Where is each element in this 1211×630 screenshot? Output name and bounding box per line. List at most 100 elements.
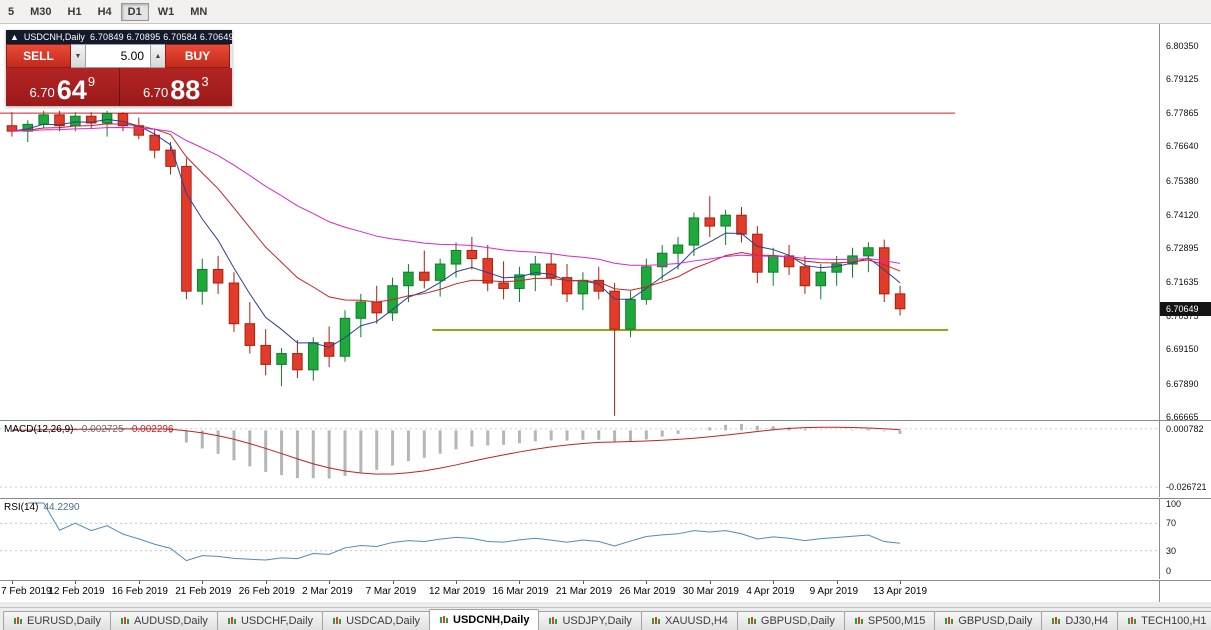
chart-icon [120, 617, 129, 624]
ohlc-values: 6.70849 6.70895 6.70584 6.70649 [89, 32, 234, 42]
chart-tab-gbpusd-daily[interactable]: GBPUSD,Daily [934, 611, 1043, 630]
rsi-scale-label: 100 [1166, 499, 1182, 509]
price-scale-label: 6.79125 [1166, 73, 1199, 84]
candle-body [625, 298, 636, 330]
candle-body [894, 293, 906, 310]
chart-tab-label: EURUSD,Daily [27, 615, 101, 627]
chart-tab-eurusd-daily[interactable]: EURUSD,Daily [3, 611, 111, 630]
date-tick [836, 581, 838, 584]
chart-tab-label: USDCAD,Daily [346, 615, 421, 627]
macd-scale[interactable]: 0.000782 -0.026721 [1159, 421, 1211, 497]
date-tick [75, 581, 77, 584]
sell-price-prefix: 6.70 [29, 85, 55, 100]
chart-tab-usdjpy-daily[interactable]: USDJPY,Daily [538, 611, 642, 630]
trade-buttons-row: SELL ▼ ▲ BUY [6, 44, 232, 68]
chart-tab-label: SP500,M15 [867, 615, 926, 627]
price-scale-label: 6.76640 [1166, 141, 1199, 152]
date-tick [265, 581, 267, 584]
date-label: 16 Feb 2019 [111, 586, 168, 597]
timeframe-h1[interactable]: H1 [67, 5, 82, 18]
chart-tab-sp500-m15[interactable]: SP500,M15 [843, 611, 936, 630]
chart-icon [440, 616, 449, 623]
rsi-scale[interactable]: 100 70 30 0 [1159, 499, 1211, 579]
price-chart-canvas[interactable] [0, 24, 1159, 420]
sell-button[interactable]: SELL [6, 44, 71, 68]
chart-tab-dj30-h4[interactable]: DJ30,H4 [1041, 611, 1119, 630]
chart-tab-tech100-h1[interactable]: TECH100,H1 [1117, 611, 1211, 630]
buy-button[interactable]: BUY [165, 44, 230, 68]
timeframe-5[interactable]: 5 [8, 5, 15, 18]
lot-decrease-button[interactable]: ▼ [71, 44, 85, 68]
date-label: 4 Apr 2019 [746, 586, 795, 597]
rsi-scale-label: 70 [1166, 518, 1177, 529]
sell-price-big: 64 [56, 75, 87, 106]
chart-tab-bar: EURUSD,Daily AUDUSD,Daily USDCHF,Daily USDC… [0, 607, 1211, 630]
chart-tab-audusd-daily[interactable]: AUDUSD,Daily [109, 611, 218, 630]
quote-tiles: 6.70 64 9 6.70 88 3 [6, 68, 232, 106]
candle-body [752, 233, 763, 273]
price-scale-label: 6.77865 [1166, 108, 1199, 119]
buy-price-tile[interactable]: 6.70 88 3 [118, 68, 232, 106]
date-tick [519, 581, 521, 584]
date-axis[interactable]: 7 Feb 2019 12 Feb 2019 16 Feb 2019 21 Feb 2… [0, 581, 1159, 602]
price-scale[interactable]: 6.80350 6.79125 6.77865 6.76640 6.75380 6.741… [1159, 24, 1211, 422]
chart-icon [549, 617, 558, 624]
candle-body [482, 258, 493, 284]
sell-price-tile[interactable]: 6.70 64 9 [6, 68, 119, 106]
candle-body [228, 282, 240, 325]
date-tick [456, 581, 457, 584]
candle-body [212, 268, 224, 284]
rsi-plot[interactable]: RSI(14) 44.2290 [0, 499, 1159, 579]
candle-body [514, 274, 525, 289]
chart-tab-label: USDCHF,Daily [240, 615, 314, 627]
candle-body [181, 165, 192, 292]
timeframe-w1[interactable]: W1 [157, 5, 175, 18]
candle-body [117, 113, 129, 127]
date-label: 7 Mar 2019 [365, 586, 417, 597]
candle-body [403, 271, 414, 287]
candle-body [419, 271, 430, 281]
rsi-canvas[interactable] [0, 499, 1159, 579]
candle-body [561, 277, 573, 295]
date-axis-row: 7 Feb 2019 12 Feb 2019 16 Feb 2019 21 Feb 2… [0, 580, 1211, 603]
date-label: 2 Mar 2019 [302, 586, 353, 597]
chart-icon [747, 617, 756, 624]
date-label: 9 Apr 2019 [809, 586, 859, 597]
buy-price-prefix: 6.70 [142, 85, 169, 100]
chart-icon [227, 617, 236, 624]
chart-tab-label: GBPUSD,Daily [760, 615, 835, 627]
timeframe-toolbar: 5 M30 H1 H4 D1 W1 MN [0, 0, 1211, 24]
chart-tab-usdchf-daily[interactable]: USDCHF,Daily [216, 611, 324, 630]
macd-canvas[interactable] [0, 421, 1159, 497]
chart-tab-usdcad-daily[interactable]: USDCAD,Daily [322, 611, 431, 630]
chart-icon [14, 617, 22, 624]
candle-body [54, 114, 65, 127]
macd-pane: MACD(12,26,9) -0.002725 -0.002296 0.000782… [0, 420, 1211, 498]
candle-body [292, 353, 303, 371]
candle-body [260, 344, 271, 365]
candle-body [767, 255, 779, 273]
rsi-label: RSI(14) 44.2290 [4, 502, 80, 513]
price-pane: ▲ USDCNH,Daily 6.70849 6.70895 6.70584 6… [0, 24, 1211, 422]
price-scale-label: 6.72895 [1166, 242, 1199, 253]
chart-tab-xauusd-h4[interactable]: XAUUSD,H4 [640, 611, 738, 630]
timeframe-m30[interactable]: M30 [30, 5, 52, 18]
chart-tab-usdcnh-daily[interactable]: USDCNH,Daily [429, 609, 540, 630]
symbol-info-bar: ▲ USDCNH,Daily 6.70849 6.70895 6.70584 6… [6, 30, 234, 44]
timeframe-d1[interactable]: D1 [120, 2, 149, 21]
moving-average-line [11, 123, 901, 303]
price-plot[interactable]: ▲ USDCNH,Daily 6.70849 6.70895 6.70584 6… [0, 24, 1159, 420]
lot-increase-button[interactable]: ▲ [151, 44, 165, 68]
chart-tab-label: USDCNH,Daily [453, 614, 530, 626]
date-tick [900, 581, 902, 584]
rsi-scale-label: 0 [1166, 566, 1172, 576]
candle-body [165, 149, 176, 167]
timeframe-h4[interactable]: H4 [97, 5, 112, 18]
date-tick [582, 581, 584, 584]
timeframe-mn[interactable]: MN [190, 5, 208, 18]
candle-body [815, 271, 827, 287]
macd-plot[interactable]: MACD(12,26,9) -0.002725 -0.002296 [0, 421, 1159, 497]
chart-tab-gbpusd-daily[interactable]: GBPUSD,Daily [736, 611, 845, 630]
collapse-panel-icon[interactable]: ▲ [10, 32, 19, 42]
lot-size-input[interactable] [85, 44, 151, 68]
